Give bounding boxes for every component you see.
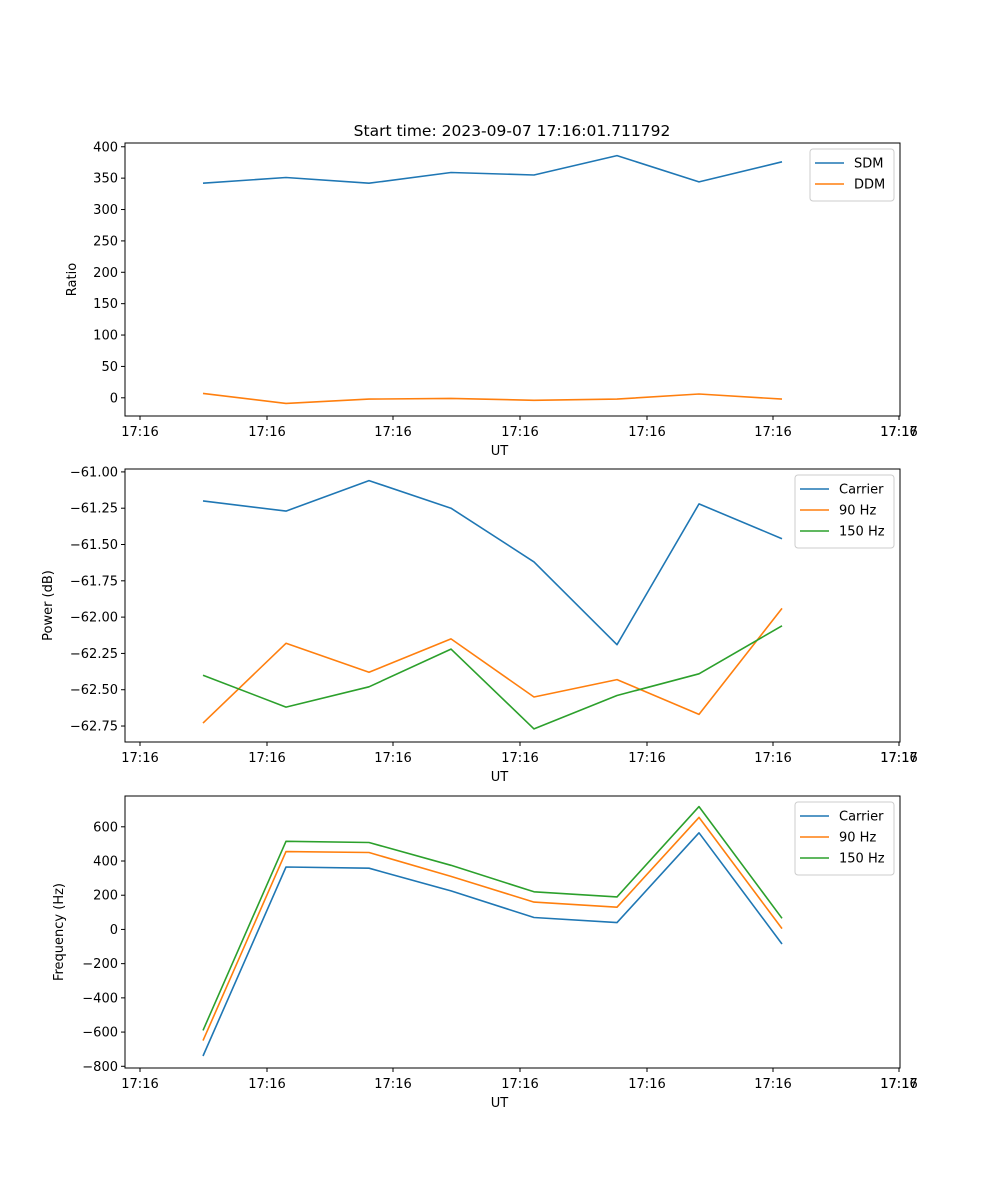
series-line-carrier: [202, 479, 783, 646]
series-line-ddm: [202, 392, 783, 405]
axes-frame: [124, 468, 901, 743]
legend: Carrier 90 Hz 150 Hz: [794, 474, 895, 549]
x-tick-label: 17:16: [374, 1077, 411, 1092]
y-tick-label: 200: [93, 889, 118, 904]
x-tick-label: 17:16: [628, 1077, 665, 1092]
legend: Carrier 90 Hz 150 Hz: [794, 801, 895, 876]
series-line-sdm: [202, 154, 783, 184]
panel-1: 17:16 17:16 17:16 17:16 17:16 17:16 17:1617:17…: [65, 140, 918, 459]
x-tick-label: 17:16: [501, 425, 538, 440]
y-tick-label: −62.00: [70, 611, 118, 626]
y-tick-label: 400: [93, 140, 118, 155]
x-tick-label: 17:16: [754, 1077, 791, 1092]
y-tick-label: −62.75: [70, 720, 118, 735]
y-tick-label: −400: [82, 991, 118, 1006]
x-tick-label: 17:16: [628, 425, 665, 440]
y-axis-label: Ratio: [65, 263, 80, 296]
y-tick-label: 150: [93, 297, 118, 312]
y-tick-label: 250: [93, 234, 118, 249]
y-tick-label: 0: [110, 923, 118, 938]
y-axis-label: Power (dB): [41, 570, 56, 641]
legend-box: [809, 148, 895, 202]
y-tick-label: −61.00: [70, 465, 118, 480]
x-axis-label: UT: [491, 770, 509, 785]
y-tick-label: 0: [110, 391, 118, 406]
y-tick-label: −200: [82, 957, 118, 972]
x-tick-label: 17:16: [628, 751, 665, 766]
legend-label: Carrier: [839, 483, 884, 498]
y-tick-label: 600: [93, 820, 118, 835]
x-tick-label: 17:16: [501, 751, 538, 766]
legend-box: [794, 474, 895, 549]
series-line-90-hz: [202, 816, 783, 1041]
legend-label: SDM: [854, 157, 883, 172]
y-tick-label: −600: [82, 1026, 118, 1041]
panel-3: 17:16 17:16 17:16 17:16 17:16 17:16 17:1617:17…: [52, 795, 918, 1111]
y-tick-label: 100: [93, 329, 118, 344]
series-line-150-hz: [202, 625, 783, 730]
y-tick-label: 350: [93, 172, 118, 187]
x-tick-label: 17:17: [880, 1077, 917, 1092]
axes-frame: [124, 795, 901, 1069]
series-line-150-hz: [202, 805, 783, 1031]
y-tick-label: 200: [93, 266, 118, 281]
legend-label: 90 Hz: [839, 831, 876, 846]
x-tick-label: 17:16: [248, 751, 285, 766]
x-tick-label: 17:16: [374, 751, 411, 766]
legend-label: DDM: [854, 178, 885, 193]
x-tick-label: 17:16: [501, 1077, 538, 1092]
x-tick-label: 17:16: [121, 425, 158, 440]
panel-2: 17:16 17:16 17:16 17:16 17:16 17:16 17:1617:17…: [41, 465, 918, 785]
legend-label: 150 Hz: [839, 852, 885, 867]
legend: SDM DDM: [809, 148, 895, 202]
x-tick-label: 17:16: [374, 425, 411, 440]
figure-title: Start time: 2023-09-07 17:16:01.711792: [354, 122, 671, 140]
legend-label: Carrier: [839, 810, 884, 825]
x-tick-label: 17:17: [880, 751, 917, 766]
axes-frame: [124, 142, 901, 417]
y-tick-label: −61.25: [70, 502, 118, 517]
x-tick-label: 17:16: [121, 751, 158, 766]
x-tick-label: 17:16: [880, 751, 917, 766]
x-tick-label: 17:17: [880, 425, 917, 440]
x-axis-label: UT: [491, 1096, 509, 1111]
y-tick-label: 50: [101, 360, 118, 375]
x-tick-label: 17:16: [121, 1077, 158, 1092]
y-tick-label: −62.50: [70, 683, 118, 698]
x-tick-label: 17:16: [880, 425, 917, 440]
y-tick-label: 400: [93, 855, 118, 870]
x-tick-label: 17:16: [754, 751, 791, 766]
x-tick-label: 17:16: [754, 425, 791, 440]
y-tick-label: −800: [82, 1060, 118, 1075]
y-tick-label: −62.25: [70, 647, 118, 662]
y-axis-label: Frequency (Hz): [52, 883, 67, 981]
x-tick-label: 17:16: [880, 1077, 917, 1092]
x-tick-label: 17:16: [248, 425, 285, 440]
series-line-carrier: [202, 831, 783, 1057]
y-tick-label: −61.50: [70, 538, 118, 553]
legend-label: 150 Hz: [839, 525, 885, 540]
y-tick-label: 300: [93, 203, 118, 218]
x-axis-label: UT: [491, 444, 509, 459]
legend-box: [794, 801, 895, 876]
legend-label: 90 Hz: [839, 504, 876, 519]
x-tick-label: 17:16: [248, 1077, 285, 1092]
series-line-90-hz: [202, 607, 783, 724]
y-tick-label: −61.75: [70, 574, 118, 589]
